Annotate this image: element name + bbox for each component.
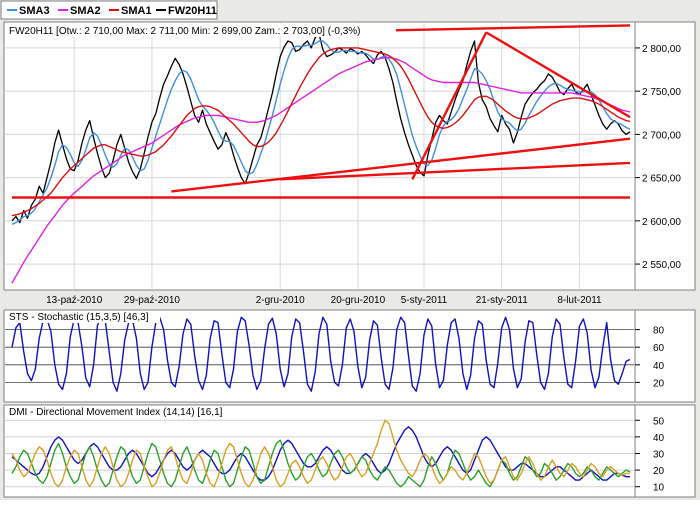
series-line-price[interactable] <box>11 33 631 224</box>
x-tick-label: 5-sty-2011 <box>401 295 448 306</box>
trend-lines <box>12 24 631 199</box>
price-panel-title: FW20H11 [Otw.: 2 710,00 Max: 2 711,00 Mi… <box>9 26 360 37</box>
y-tick-label: 40 <box>653 433 665 444</box>
y-tick-label: 2 600,00 <box>642 217 681 228</box>
x-tick-label: 29-paź-2010 <box>124 295 181 306</box>
x-tick-label: 2-gru-2010 <box>256 295 305 306</box>
trend-line-5[interactable] <box>411 31 488 180</box>
legend-item-sma1[interactable]: SMA1 <box>109 5 152 17</box>
series-line-sma2[interactable] <box>11 56 631 284</box>
x-tick-label: 8-lut-2011 <box>557 295 602 306</box>
y-tick-label: 2 800,00 <box>642 44 681 55</box>
price-series-group <box>11 33 631 284</box>
trend-line-2[interactable] <box>280 161 631 181</box>
y-tick-label: 30 <box>653 449 665 460</box>
series-line-dmi_plus[interactable] <box>11 439 631 488</box>
series-line-dmi_adx[interactable] <box>11 426 630 481</box>
trend-line-1[interactable] <box>171 137 631 193</box>
svg-text:SMA1: SMA1 <box>121 5 152 17</box>
dmi-series-group <box>11 419 631 488</box>
stochastic-panel-title: STS - Stochastic (15,3,5) [46,3] <box>9 312 149 323</box>
series-line-sma1[interactable] <box>11 47 631 217</box>
price-x-axis: 13-paź-2010 29-paź-2010 2-gru-2010 20-gru-2… <box>46 295 602 306</box>
dmi-plot-area[interactable] <box>3 404 636 498</box>
series-line-dmi_minus[interactable] <box>11 419 630 488</box>
y-tick-label: 2 750,00 <box>642 87 681 98</box>
series-line-stoch[interactable] <box>11 316 631 392</box>
series-line-sma3[interactable] <box>11 40 631 225</box>
svg-text:SMA3: SMA3 <box>19 5 50 17</box>
price-plot-area[interactable] <box>3 21 636 291</box>
stochastic-y-axis: 20 40 60 80 <box>635 326 665 389</box>
dmi-panel: 10 20 30 40 50 DMI - Directional Movement In… <box>3 404 696 498</box>
stochastic-panel: 20 40 60 80 STS - Stochastic (15,3,5) [46,3… <box>3 309 696 403</box>
y-tick-label: 80 <box>653 326 665 337</box>
x-tick-label: 13-paź-2010 <box>46 295 103 306</box>
y-tick-label: 20 <box>653 378 665 389</box>
trend-line-4[interactable] <box>485 31 631 119</box>
y-tick-label: 50 <box>653 416 665 427</box>
y-tick-label: 2 700,00 <box>642 130 681 141</box>
price-panel: 2 550,00 2 600,00 2 650,00 2 700,00 2 750,00… <box>3 21 696 306</box>
x-tick-label: 20-gru-2010 <box>331 295 386 306</box>
svg-text:FW20H11: FW20H11 <box>168 5 217 17</box>
y-tick-label: 2 550,00 <box>642 260 681 271</box>
price-gridlines <box>5 23 634 289</box>
y-tick-label: 40 <box>653 361 665 372</box>
y-tick-label: 2 650,00 <box>642 174 681 185</box>
legend-item-sma3[interactable]: SMA3 <box>7 5 50 17</box>
legend-item-sma2[interactable]: SMA2 <box>58 5 101 17</box>
svg-text:SMA2: SMA2 <box>70 5 101 17</box>
y-tick-label: 10 <box>653 483 665 494</box>
y-tick-label: 20 <box>653 466 665 477</box>
legend-item-price[interactable]: FW20H11 <box>156 5 217 17</box>
legend-bar: SMA3 SMA2 SMA1 FW20H11 <box>0 0 218 20</box>
y-tick-label: 60 <box>653 343 665 354</box>
dmi-y-axis: 10 20 30 40 50 <box>635 416 665 494</box>
dmi-panel-title: DMI - Directional Movement Index (14,14)… <box>9 407 223 418</box>
price-y-axis: 2 550,00 2 600,00 2 650,00 2 700,00 2 750,00… <box>635 44 681 271</box>
stochastic-series-group <box>11 316 631 392</box>
x-tick-label: 21-sty-2011 <box>476 295 529 306</box>
